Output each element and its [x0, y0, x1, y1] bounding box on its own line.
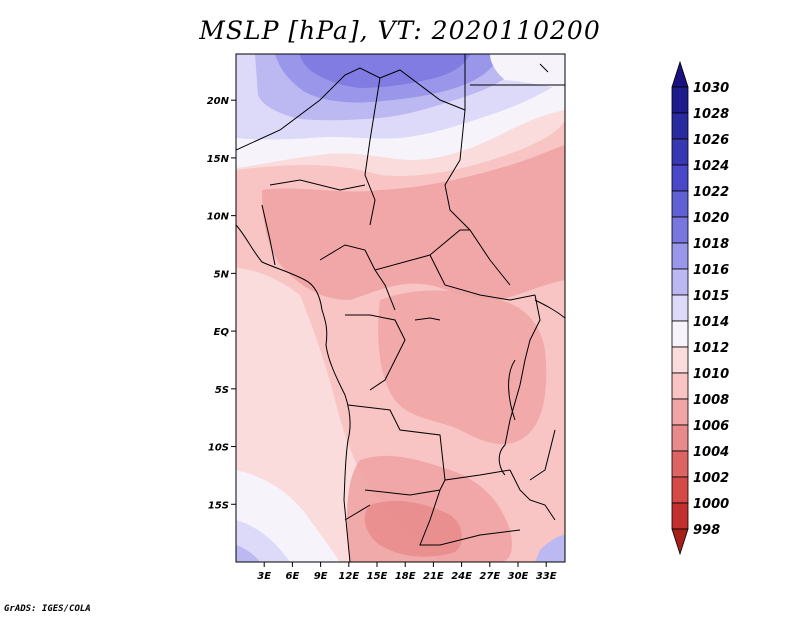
field-1006 [364, 500, 462, 557]
field-1014-ne [490, 54, 565, 90]
lon-tick-label: 3E [257, 571, 271, 582]
border-congo [345, 314, 406, 391]
border-kenya [534, 299, 565, 319]
colorbar-cell [671, 294, 689, 322]
colorbar-cell [671, 164, 689, 192]
colorbar-cell [671, 190, 689, 218]
field-1008-central [378, 290, 547, 445]
colorbar-label: 1024 [693, 159, 729, 174]
lat-tick-label: 20N [207, 96, 230, 107]
lon-tick-label: 9E [314, 571, 328, 582]
chart-title: MSLP [hPa], VT: 2020110200 [199, 16, 601, 45]
lat-tick-label: EQ [214, 327, 230, 338]
lon-tick-label: 18E [395, 571, 416, 582]
colorbar-label: 1012 [693, 341, 729, 356]
lat-tick-label: 15S [208, 500, 229, 511]
river-1 [414, 317, 441, 321]
colorbar-top-arrow [671, 60, 689, 88]
border-north [236, 54, 466, 151]
border-car [374, 229, 470, 271]
colorbar-label: 1008 [693, 393, 729, 408]
lat-tick-label: 15N [207, 154, 230, 165]
field-1016-sw [236, 545, 260, 562]
lon-tick-label: 27E [479, 571, 500, 582]
lat-tick-label: 10N [207, 212, 230, 223]
colorbar-cell [671, 268, 689, 296]
pressure-field [236, 54, 565, 562]
colorbar-cell [671, 450, 689, 478]
field-1016-se [535, 535, 565, 562]
lon-tick-label: 15E [367, 571, 388, 582]
lake-tanganyika [498, 444, 506, 476]
lat-axis: 20N 15N 10N 5N EQ 5S 10S 15S [207, 96, 236, 511]
colorbar-label: 1018 [693, 237, 729, 252]
colorbar-label: 1000 [693, 497, 729, 512]
lat-tick-label: 5S [215, 385, 229, 396]
border-sahel [269, 179, 366, 191]
border-malawi [529, 429, 556, 481]
lat-tick-label: 10S [208, 443, 229, 454]
colorbar-label: 1002 [693, 471, 729, 486]
lake-rift [508, 359, 516, 421]
colorbar-cell [671, 398, 689, 426]
colorbar-label: 1020 [693, 211, 729, 226]
colorbar-label: 1028 [693, 107, 729, 122]
colorbar-label: 998 [693, 523, 720, 538]
credit-text: GrADS: IGES/COLA [4, 604, 91, 614]
lon-tick-label: 33E [536, 571, 557, 582]
colorbar: 1030 1028 1026 1024 1022 1020 1018 1016 1015 1014… [671, 60, 729, 556]
lon-tick-label: 12E [338, 571, 359, 582]
colorbar-cell [671, 502, 689, 530]
boundaries [236, 54, 565, 562]
border-cameroon [319, 244, 396, 311]
colorbar-cell [671, 242, 689, 270]
lon-tick-label: 30E [508, 571, 529, 582]
border-angola-drc [347, 404, 511, 481]
map-frame [235, 53, 566, 563]
border-angola-zambia [364, 479, 446, 496]
colorbar-cell [671, 424, 689, 452]
colorbar-cell [671, 86, 689, 114]
colorbar-cell [671, 138, 689, 166]
border-zambia-moz [509, 469, 556, 521]
colorbar-cell [671, 346, 689, 374]
colorbar-label: 1026 [693, 133, 729, 148]
colorbar-label: 1014 [693, 315, 729, 330]
coast-ne [539, 63, 549, 73]
border-chad-sudan [444, 109, 511, 286]
field-1008-north [262, 145, 565, 300]
coastline-west [236, 224, 351, 562]
border-east [504, 294, 541, 446]
colorbar-cell [671, 216, 689, 244]
border-ghana [261, 204, 276, 266]
colorbar-label: 1015 [693, 289, 729, 304]
border-namibia [344, 504, 371, 521]
colorbar-cell [671, 112, 689, 140]
lat-tick-label: 5N [214, 269, 230, 280]
colorbar-bottom-arrow [671, 528, 689, 556]
field-1015-sw [236, 520, 290, 562]
colorbar-label: 1010 [693, 367, 729, 382]
colorbar-label: 1004 [693, 445, 729, 460]
border-botswana [419, 489, 521, 546]
colorbar-cell [671, 476, 689, 504]
colorbar-label: 1030 [693, 81, 729, 96]
colorbar-cell [671, 320, 689, 348]
lon-axis: 3E 6E 9E 12E 15E 18E 21E 24E 27E 30E 33E [257, 562, 557, 582]
colorbar-label: 1016 [693, 263, 729, 278]
border-niger-chad [364, 77, 381, 226]
lon-tick-label: 21E [423, 571, 444, 582]
colorbar-label: 1022 [693, 185, 729, 200]
field-1020-north [300, 54, 470, 88]
border-car-drc [429, 254, 536, 301]
lon-tick-label: 24E [451, 571, 472, 582]
colorbar-label: 1006 [693, 419, 729, 434]
colorbar-cell [671, 372, 689, 400]
lon-tick-label: 6E [286, 571, 300, 582]
